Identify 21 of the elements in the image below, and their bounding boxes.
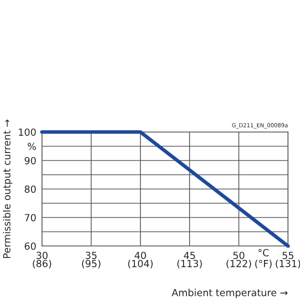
text: °C (°F): [255, 249, 272, 268]
y-tick-label: 100: [18, 128, 36, 136]
x2-tick-label: (113): [177, 260, 202, 268]
x2-tick-label: (95): [82, 260, 100, 268]
x-tick-label: 50: [233, 252, 244, 260]
x2-tick-label: (131): [276, 260, 300, 268]
x2-tick-label: (86): [32, 260, 52, 268]
x2-tick-label: (104): [128, 260, 153, 268]
x-axis-title: Ambient temperature →: [172, 288, 288, 298]
y-tick-label: 80: [24, 185, 36, 193]
x-tick-label: 55: [282, 252, 294, 260]
x-tick-label: 35: [86, 252, 97, 260]
y-axis-title: Permissible output current →: [2, 120, 12, 258]
x2-tick-label: (122): [226, 260, 252, 268]
y-tick-label: 70: [24, 214, 36, 222]
x-tick-label: 30: [36, 252, 48, 260]
y-tick-label: 90: [24, 156, 36, 164]
x-tick-label: 45: [184, 252, 195, 260]
y-tick-label: %: [28, 142, 36, 150]
x-tick-label: 40: [134, 252, 146, 260]
y-tick-label: 60: [24, 242, 36, 250]
